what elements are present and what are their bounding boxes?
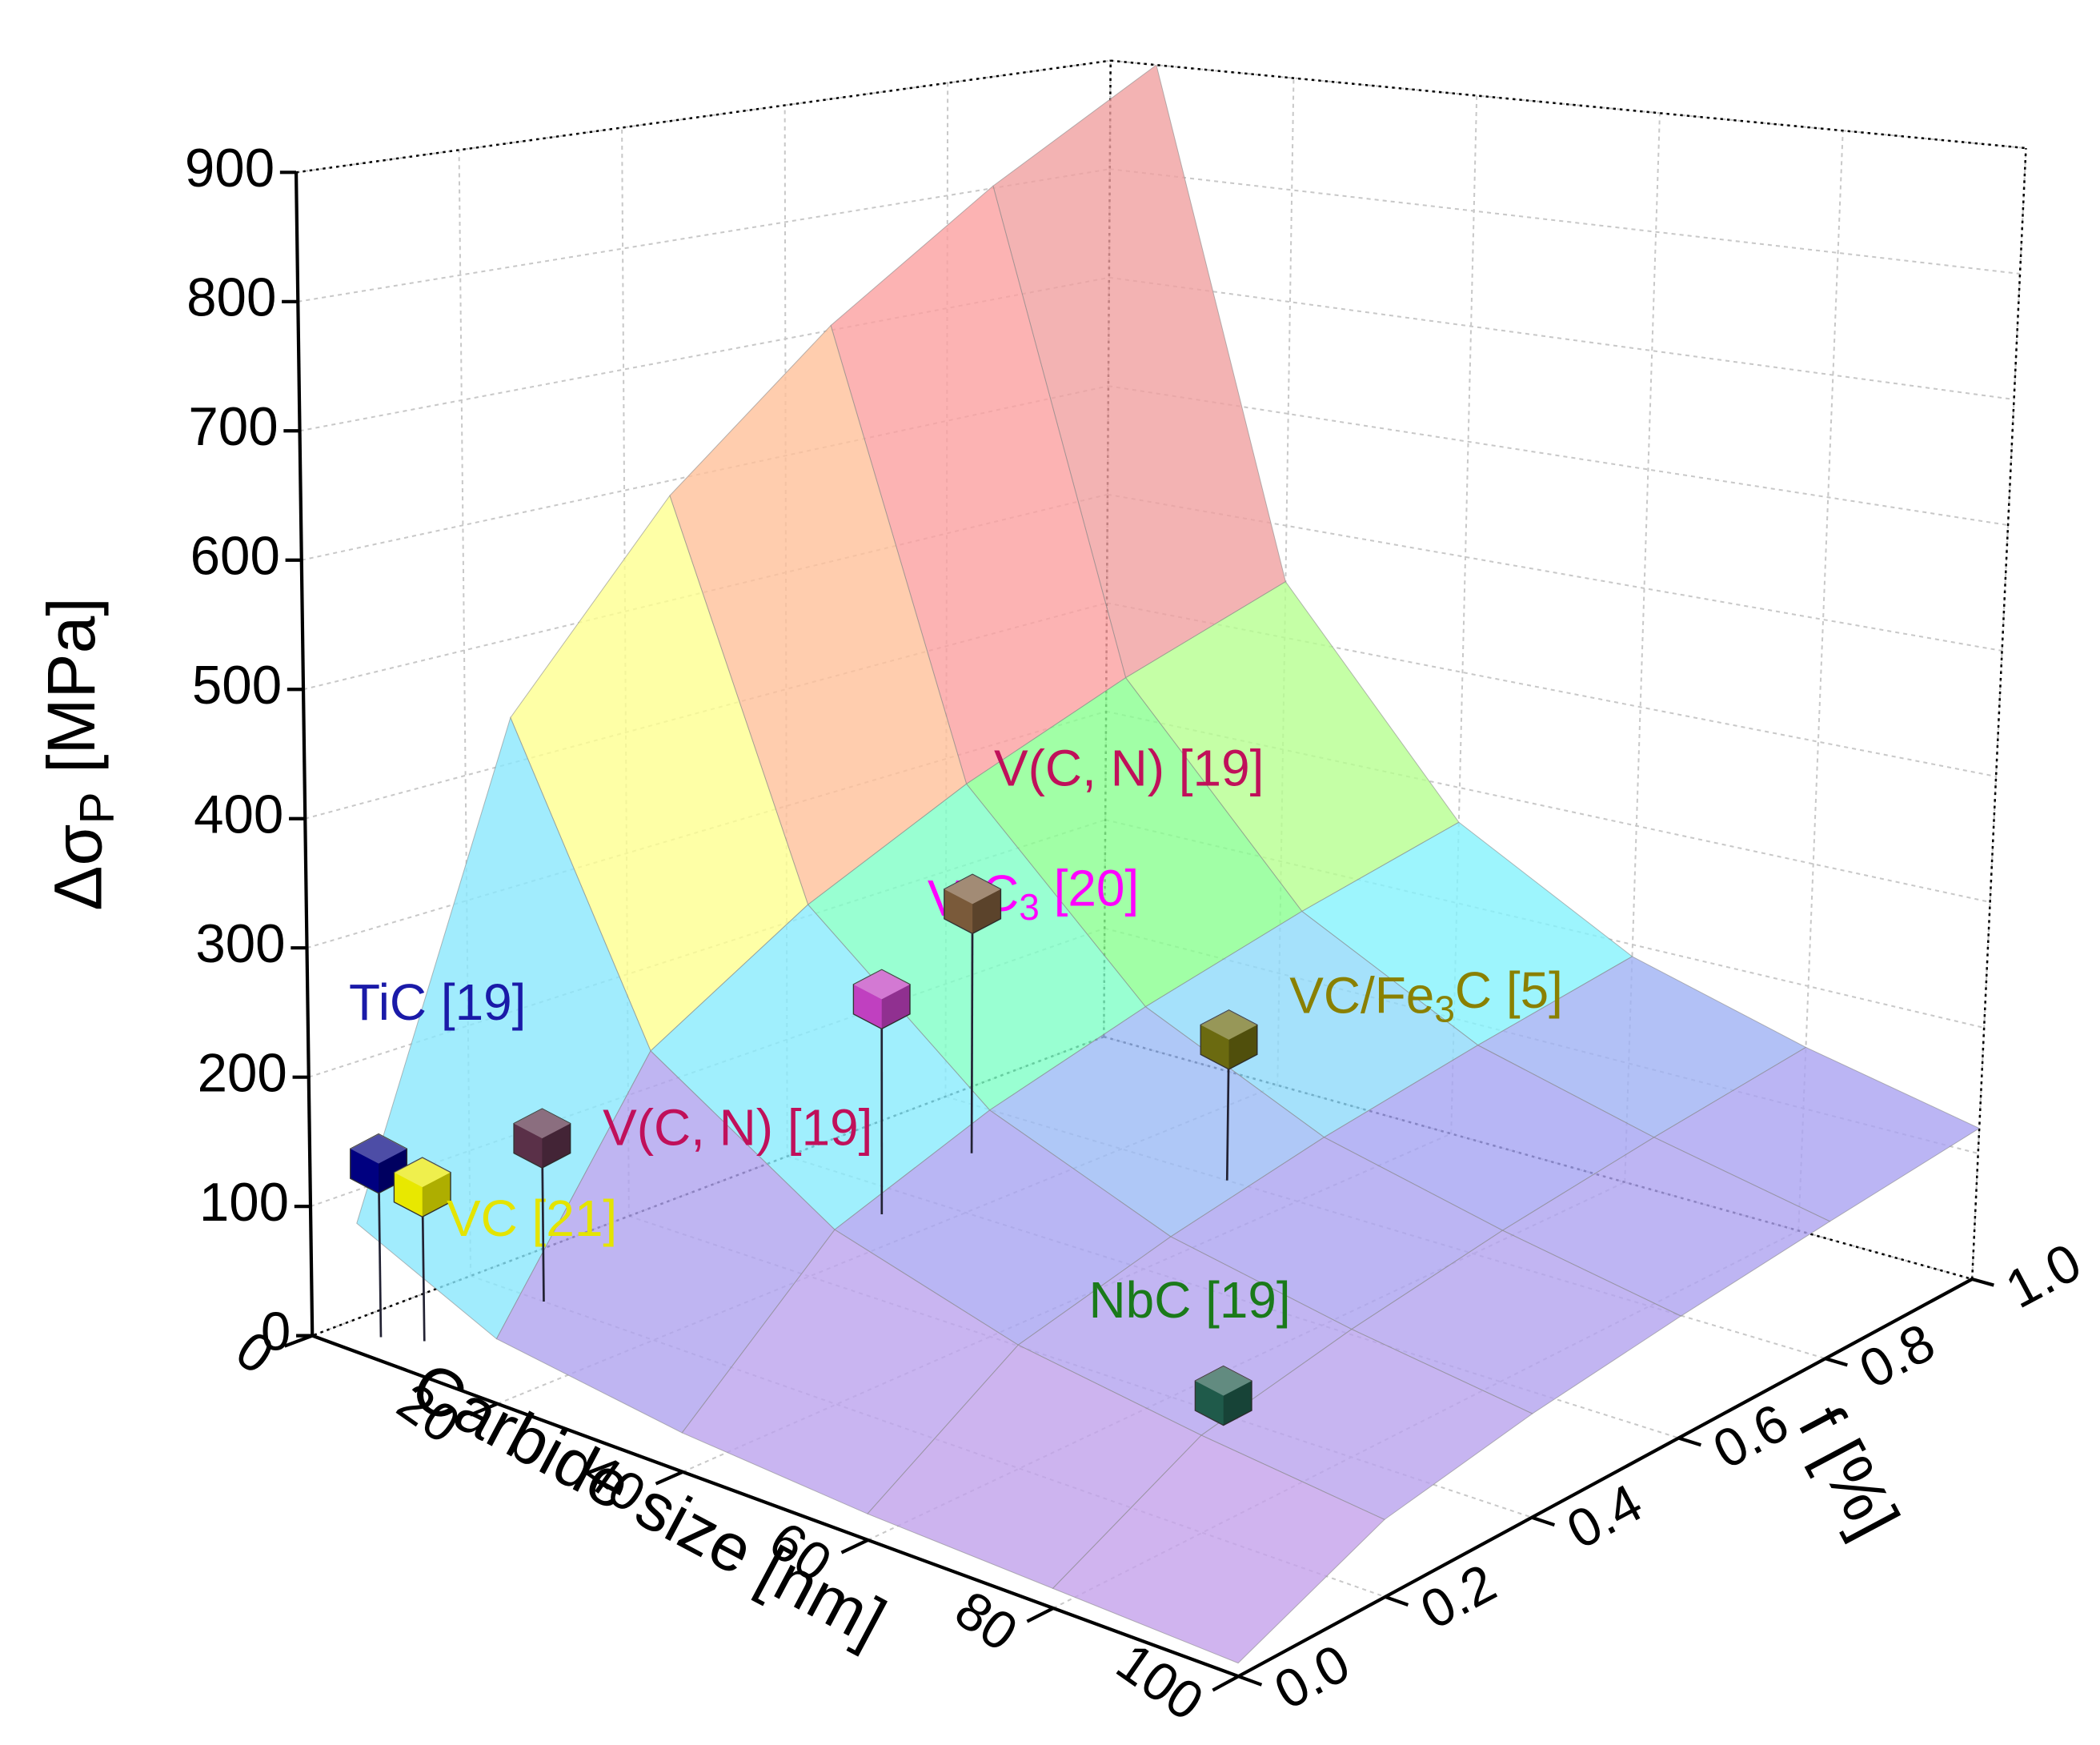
grid-line <box>307 710 1107 949</box>
point-label: TiC [19] <box>349 973 526 1031</box>
y-tick-label: 1.0 <box>1997 1232 2091 1320</box>
point-label: V(C, N) [19] <box>994 739 1264 796</box>
point-label-part: NbC [19] <box>1089 1271 1291 1329</box>
z-tick-label: 800 <box>186 268 276 328</box>
y-tick <box>1677 1436 1701 1447</box>
grid-line <box>1797 130 1844 1231</box>
z-axis-title-part: Δσ <box>41 824 116 911</box>
y-tick-label: 0.0 <box>1265 1633 1360 1721</box>
marker-top <box>1200 1009 1257 1040</box>
x-axis <box>311 1334 1240 1679</box>
point-label-part: V(C, N) [19] <box>603 1099 872 1157</box>
y-axis <box>1237 1278 1974 1679</box>
y-axis-title: f [%] <box>1784 1394 1914 1549</box>
marker <box>513 1108 571 1169</box>
x-tick <box>1026 1607 1054 1623</box>
z-tick-label: 100 <box>199 1173 289 1233</box>
box-edge <box>1970 147 2027 1280</box>
y-tick <box>1531 1515 1556 1527</box>
x-tick <box>469 1402 499 1417</box>
point-label-part: VC [21] <box>447 1189 617 1247</box>
y-tick <box>1237 1675 1263 1687</box>
marker-side <box>1228 1025 1257 1069</box>
marker-side <box>1223 1381 1252 1426</box>
point-label-part: 3 <box>1019 886 1040 928</box>
y-tick <box>1971 1277 1994 1287</box>
point-label: NbC [19] <box>1089 1271 1291 1329</box>
y-tick <box>1825 1357 1848 1367</box>
marker-side <box>881 984 911 1029</box>
marker-top <box>350 1133 407 1164</box>
y-tick <box>1385 1595 1409 1607</box>
z-tick-label: 900 <box>185 138 275 199</box>
point-label: VC/Fe3C [5] <box>1289 961 1563 1030</box>
grid-line <box>1108 276 2014 401</box>
point-label: VC [21] <box>447 1189 617 1247</box>
box-edge <box>295 59 1111 174</box>
y-tick-label: 0.4 <box>1557 1473 1652 1561</box>
grid-line <box>1106 602 1997 778</box>
y-tick-label: 0.6 <box>1704 1392 1798 1480</box>
marker <box>1194 1365 1252 1426</box>
marker-top <box>1195 1366 1252 1396</box>
z-tick-label: 400 <box>194 784 283 844</box>
z-axis-title-part: P <box>69 792 123 824</box>
marker <box>852 969 911 1030</box>
point-label-part: TiC [19] <box>349 973 526 1031</box>
y-tick-label: 0.2 <box>1411 1553 1505 1641</box>
x-tick <box>840 1538 869 1554</box>
point-label-part: 3 <box>1434 989 1455 1030</box>
grid-line <box>1105 710 1990 903</box>
marker-side <box>542 1123 571 1169</box>
marker-side <box>422 1172 451 1217</box>
point-label: V(C, N) [19] <box>603 1099 872 1157</box>
surface-patch <box>1052 1434 1385 1664</box>
point-label-part: V(C, N) [19] <box>994 739 1264 796</box>
marker <box>944 873 1002 935</box>
z-tick-label: 600 <box>190 527 280 587</box>
grid-line <box>1107 493 2002 652</box>
z-tick-label: 700 <box>188 397 278 457</box>
marker <box>1200 1009 1258 1070</box>
z-axis-title: ΔσP [MPa] <box>34 597 123 910</box>
marker-top <box>853 969 911 1000</box>
x-tick <box>283 1334 313 1348</box>
x-tick-label: 80 <box>944 1579 1028 1663</box>
z-tick-label: 0 <box>261 1302 291 1362</box>
grid-line <box>1104 819 1985 1029</box>
z-axis-title-part: [MPa] <box>34 597 109 792</box>
z-tick-label: 200 <box>198 1043 287 1103</box>
point-label-part: VC/Fe <box>1289 966 1434 1024</box>
point-label-part: C [5] <box>1455 961 1563 1019</box>
point-label-part: [20] <box>1040 860 1139 917</box>
z-tick-label: 500 <box>192 656 282 716</box>
y-tick-label: 0.8 <box>1850 1312 1945 1400</box>
grid-line <box>1104 1036 1973 1280</box>
grid-line <box>1108 385 2009 527</box>
z-tick-label: 300 <box>195 914 285 974</box>
z-axis <box>294 172 315 1336</box>
box-edge <box>1110 59 2026 150</box>
marker <box>393 1157 451 1217</box>
grid-line <box>1109 168 2021 275</box>
x-tick <box>655 1470 683 1486</box>
x-tick <box>1212 1675 1240 1692</box>
